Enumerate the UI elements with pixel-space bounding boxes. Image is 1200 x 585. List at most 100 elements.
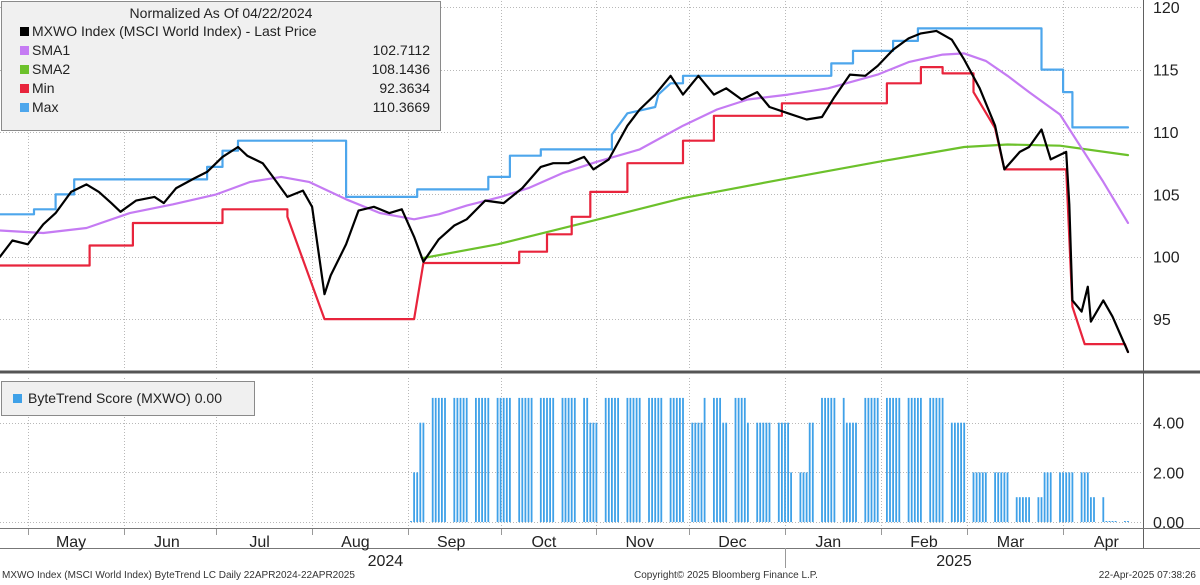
score-bar-135 [994, 472, 996, 523]
score-bar-100 [842, 397, 845, 523]
score-bar-166 [1127, 521, 1129, 522]
score-bar-21 [499, 397, 502, 523]
month-label-oct: Oct [531, 534, 556, 551]
score-bar-150 [1059, 472, 1061, 523]
year-label-2024: 2024 [368, 553, 404, 570]
score-bar-89 [790, 472, 792, 523]
score-bar-45 [604, 397, 607, 523]
score-bar-153 [1068, 472, 1071, 523]
score-bar-71 [716, 397, 718, 523]
y-tick-label-top-2: 105 [1153, 187, 1180, 204]
score-bar-78 [743, 397, 746, 523]
legend-label-min: Min [32, 80, 55, 96]
score-bar-58 [657, 397, 660, 523]
score-bar-92 [805, 472, 808, 523]
month-label-aug: Aug [341, 534, 369, 551]
score-bar-27 [524, 397, 527, 523]
legend-label-score: ByteTrend Score (MXWO) 0.00 [28, 390, 222, 406]
score-bar-72 [719, 397, 721, 523]
score-bar-68 [700, 422, 703, 522]
score-bar-124 [941, 397, 944, 523]
score-bar-36 [564, 397, 567, 523]
score-bar-105 [864, 397, 867, 523]
score-bar-49 [617, 397, 619, 523]
score-bar-23 [505, 397, 508, 523]
y-tick-label-top-5: 120 [1153, 0, 1180, 17]
score-bar-31 [543, 397, 545, 523]
score-bar-73 [722, 422, 725, 522]
month-label-jun: Jun [154, 534, 180, 551]
month-label-may: May [56, 534, 86, 551]
score-bar-86 [781, 422, 783, 522]
legend-value-min: 92.3634 [379, 80, 430, 96]
score-bar-101 [845, 422, 848, 522]
footer-security: MXWO Index (MSCI World Index) ByteTrend … [2, 570, 355, 581]
score-bar-147 [1043, 472, 1046, 523]
score-bar-9 [444, 397, 446, 523]
score-bar-155 [1080, 472, 1083, 523]
score-bar-22 [502, 397, 505, 523]
score-bar-81 [759, 422, 762, 522]
score-bar-104 [855, 422, 857, 522]
score-bar-112 [892, 397, 894, 523]
legend-label-sma1: SMA1 [32, 42, 71, 58]
score-bar-11 [456, 397, 459, 523]
score-bar-85 [777, 422, 780, 522]
legend-swatch-min [20, 84, 29, 93]
score-bar-67 [697, 422, 700, 522]
score-bar-4 [422, 422, 425, 522]
score-bar-117 [913, 397, 916, 523]
score-bar-56 [651, 397, 653, 523]
y-tick-label-top-0: 95 [1153, 312, 1171, 329]
score-bar-54 [638, 397, 641, 523]
legend-label-max: Max [32, 99, 59, 115]
price-legend: Normalized As Of 04/22/2024 MXWO Index (… [1, 1, 441, 131]
score-bar-98 [830, 397, 833, 523]
legend-value-sma1: 102.7112 [372, 42, 430, 58]
score-bar-0 [410, 521, 412, 522]
score-bar-138 [1003, 472, 1006, 523]
score-bar-129 [963, 422, 966, 522]
score-bar-90 [799, 472, 802, 523]
score-bar-137 [1000, 472, 1003, 523]
score-bar-123 [938, 397, 941, 523]
score-bar-91 [802, 472, 805, 523]
score-bar-84 [768, 422, 771, 522]
month-label-jul: Jul [249, 534, 269, 551]
score-bar-121 [932, 397, 935, 523]
score-bar-32 [546, 397, 548, 523]
score-bar-146 [1040, 497, 1043, 522]
series-line-sma1 [0, 52, 1130, 235]
legend-label-last-price: MXWO Index (MSCI World Index) - Last Pri… [32, 23, 317, 39]
score-bar-66 [694, 422, 697, 522]
score-bar-64 [682, 397, 684, 523]
score-bars [410, 397, 1129, 523]
score-bar-62 [675, 397, 678, 523]
score-bar-43 [592, 422, 595, 522]
y-tick-label-bottom-2: 4.00 [1153, 416, 1184, 433]
score-bar-13 [462, 397, 465, 523]
score-bar-109 [876, 397, 879, 523]
score-bar-163 [1111, 521, 1114, 522]
score-bar-65 [691, 422, 694, 522]
score-bar-143 [1025, 497, 1027, 522]
score-bar-51 [629, 397, 632, 523]
score-bar-38 [570, 397, 573, 523]
score-bar-8 [441, 397, 443, 523]
legend-swatch-last-price [20, 27, 29, 36]
y-tick-label-bottom-1: 2.00 [1153, 465, 1184, 482]
price-series-lines [0, 27, 1130, 354]
score-bar-79 [747, 422, 749, 522]
score-bar-99 [833, 397, 836, 523]
score-bar-96 [824, 397, 826, 523]
score-bar-18 [484, 397, 487, 523]
score-bar-7 [437, 397, 440, 523]
score-bar-14 [465, 397, 468, 523]
score-bar-70 [713, 397, 715, 523]
score-bar-26 [521, 397, 524, 523]
score-bar-40 [583, 397, 585, 523]
score-bar-149 [1049, 472, 1052, 523]
legend-item-last-price: MXWO Index (MSCI World Index) - Last Pri… [2, 22, 440, 41]
score-bar-53 [635, 397, 638, 523]
